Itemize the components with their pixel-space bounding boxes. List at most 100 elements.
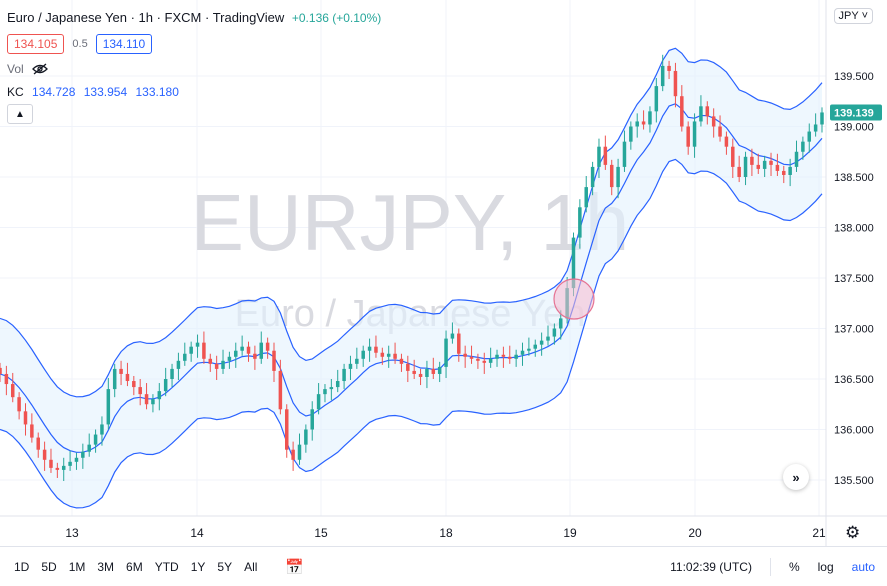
clock-time[interactable]: 11:02:39 (UTC) (670, 559, 752, 574)
candle-up (386, 353, 391, 357)
candle-up (578, 207, 582, 238)
candle-down (782, 170, 786, 175)
collapse-legend-button[interactable]: ▲ (7, 104, 33, 124)
candle-down (750, 156, 754, 165)
timeframe-3m[interactable]: 3M (97, 559, 115, 574)
y-tick-label: 139.000 (834, 122, 874, 134)
kc-label: KC (7, 85, 24, 99)
candle-up (304, 429, 308, 445)
candle-up (93, 434, 98, 445)
last-price-tag: 139.139 (830, 104, 882, 121)
bottom-toolbar: 1D 5D 1M 3M 6M YTD 1Y 5Y All 📅 11:02:39 (UTC) % … (0, 546, 887, 586)
candle-down (36, 437, 40, 450)
candle-up (692, 121, 697, 147)
candle-up (183, 353, 187, 361)
eye-hidden-icon[interactable] (31, 63, 48, 75)
candle-up (514, 354, 518, 359)
timeframe-all[interactable]: All (244, 559, 258, 574)
timeframe-ytd[interactable]: YTD (154, 559, 179, 574)
candle-up (450, 333, 455, 339)
divider (769, 557, 771, 576)
candle-up (629, 126, 633, 142)
candle-up (820, 112, 824, 125)
candle-down (272, 350, 276, 371)
candle-up (558, 318, 563, 329)
timeframe-1d[interactable]: 1D (14, 559, 30, 574)
time-axis[interactable]: 13 14 15 18 19 20 21 (0, 515, 887, 540)
currency-selector[interactable]: JPY ˅ (833, 8, 873, 24)
auto-scale-toggle[interactable]: auto (851, 559, 875, 574)
candle-up (520, 350, 525, 355)
sell-button[interactable]: 134.105 (7, 34, 65, 54)
candle-down (278, 370, 283, 410)
kc-upper-value: 134.728 (32, 85, 76, 99)
timeframe-5d[interactable]: 5D (41, 559, 57, 574)
candle-down (253, 353, 257, 359)
calendar-range-icon[interactable]: 📅 (285, 558, 305, 576)
kc-middle-band (0, 103, 823, 453)
candle-down (667, 65, 671, 71)
timeframe-5y[interactable]: 5Y (217, 559, 233, 574)
candle-up (112, 368, 117, 390)
candle-up (616, 166, 620, 188)
kc-legend[interactable]: KC 134.728 133.954 133.180 (7, 85, 184, 99)
currency-label: JPY (838, 10, 859, 22)
candle-down (769, 160, 773, 165)
y-tick-label: 136.500 (834, 374, 874, 386)
candle-down (138, 387, 142, 395)
x-tick-label: 18 (439, 526, 453, 540)
candle-up (157, 391, 162, 400)
percent-scale-toggle[interactable]: % (788, 559, 800, 574)
candle-up (584, 187, 588, 208)
price-chart[interactable]: EURJPY, 1h Euro / Japanese Yen 135.50013… (0, 0, 887, 546)
chart-settings-gear-icon[interactable]: ⚙ (845, 523, 861, 542)
candle-up (348, 363, 353, 369)
candle-up (297, 444, 302, 460)
y-tick-label: 137.000 (834, 324, 874, 336)
price-change: +0.136 (+0.10%) (291, 11, 382, 25)
candle-up (81, 451, 85, 458)
timeframe-1m[interactable]: 1M (68, 559, 86, 574)
candle-down (412, 370, 416, 374)
candle-down (406, 363, 410, 371)
candle-up (361, 350, 365, 359)
candle-up (68, 461, 72, 466)
candle-up (329, 387, 334, 390)
candle-up (106, 389, 111, 425)
candle-up (195, 342, 200, 347)
timeframe-6m[interactable]: 6M (126, 559, 143, 574)
spread-value: 0.5 (72, 38, 88, 50)
candle-down (202, 342, 206, 359)
candle-down (246, 346, 251, 354)
candle-up (367, 346, 372, 351)
candle-up (221, 360, 225, 369)
candle-down (718, 126, 722, 137)
candle-up (176, 360, 181, 369)
symbol-title[interactable]: Euro / Japanese Yen · 1h · FXCM · Tradin… (7, 10, 285, 25)
candle-down (609, 164, 614, 188)
scroll-to-realtime-button[interactable]: » (783, 464, 809, 490)
candle-down (756, 164, 761, 169)
buy-button[interactable]: 134.110 (95, 34, 153, 54)
x-tick-label: 15 (314, 526, 328, 540)
candle-down (737, 166, 741, 177)
price-axis[interactable]: 135.500 136.000 136.500 137.000 137.500 138.0… (825, 0, 874, 546)
candle-down (132, 381, 136, 388)
timeframe-1y[interactable]: 1Y (190, 559, 206, 574)
candle-up (234, 350, 238, 357)
x-tick-label: 14 (190, 526, 204, 540)
candle-up (622, 141, 627, 167)
candle-down (680, 96, 684, 127)
watermark-symbol: EURJPY, 1h (191, 178, 630, 267)
x-tick-label: 19 (563, 526, 577, 540)
y-tick-label: 138.500 (834, 172, 874, 184)
candle-down (686, 126, 690, 147)
symbol-header[interactable]: Euro / Japanese Yen · 1h · FXCM · Tradin… (7, 10, 381, 25)
candle-up (571, 237, 576, 289)
candle-down (482, 360, 487, 363)
candle-up (762, 160, 767, 169)
y-tick-label: 136.000 (834, 425, 874, 437)
log-scale-toggle[interactable]: log (817, 559, 834, 574)
candle-down (476, 358, 480, 361)
candle-down (10, 384, 15, 398)
